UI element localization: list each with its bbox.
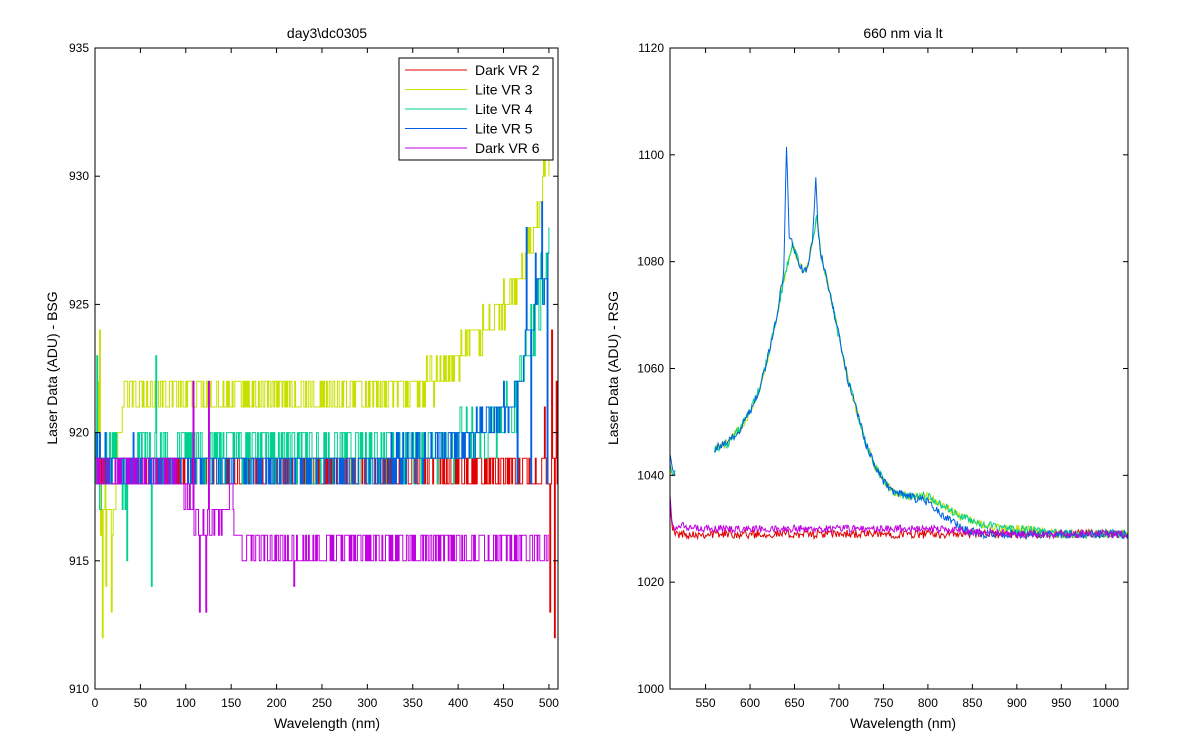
series-group [95, 150, 558, 639]
y-tick-label: 1060 [637, 362, 664, 376]
legend-label: Lite VR 5 [475, 121, 533, 137]
plot-area [669, 47, 1129, 690]
x-tick-label: 200 [267, 696, 287, 710]
y-tick-label: 1120 [638, 41, 664, 55]
x-tick-label: 450 [494, 696, 514, 710]
x-tick-label: 550 [696, 696, 716, 710]
y-tick-label: 915 [69, 554, 89, 568]
y-tick-label: 930 [69, 169, 89, 183]
x-tick-label: 150 [221, 696, 241, 710]
legend-label: Lite VR 3 [475, 82, 533, 98]
series-line-lite-vr-3 [95, 150, 550, 639]
y-tick-label: 1000 [637, 682, 664, 696]
chart-left-ylabel: Laser Data (ADU) - BSG [44, 291, 60, 444]
axes-box [94, 47, 559, 690]
x-tick-label: 350 [403, 696, 423, 710]
legend: Dark VR 2 Lite VR 3 Lite VR 4 Lite VR 5 Dark… [398, 57, 554, 161]
x-axis: 550 600 650 700 750 800 850 900 950 1000 [696, 48, 1119, 710]
x-axis: 0 50 100 150 200 250 300 350 400 450 500 [92, 48, 559, 710]
series-line-series-3 [714, 215, 1128, 540]
chart-right-ylabel: Laser Data (ADU) - RSG [605, 291, 621, 445]
y-axis: 910 915 920 925 930 935 [69, 41, 558, 696]
x-tick-label: 600 [740, 696, 760, 710]
x-tick-label: 250 [312, 696, 332, 710]
chart-left-title: day3\dc0305 [287, 25, 367, 41]
x-tick-label: 650 [784, 696, 804, 710]
y-tick-label: 920 [69, 426, 89, 440]
series-line-dark-vr-6 [95, 380, 549, 613]
chart-right: 660 nm via lt Wavelength (nm) Laser Data… [605, 25, 1129, 731]
legend-label: Lite VR 4 [475, 101, 533, 117]
x-tick-label: 300 [357, 696, 377, 710]
x-tick-label: 500 [539, 696, 559, 710]
y-tick-label: 910 [69, 682, 89, 696]
x-tick-label: 100 [176, 696, 196, 710]
y-tick-label: 1100 [638, 148, 664, 162]
x-tick-label: 1000 [1092, 696, 1119, 710]
y-axis: 1000 1020 1040 1060 1080 1100 1120 [637, 41, 1128, 696]
chart-right-xlabel: Wavelength (nm) [850, 715, 956, 731]
x-tick-label: 0 [92, 696, 99, 710]
chart-left-xlabel: Wavelength (nm) [274, 715, 380, 731]
x-tick-label: 850 [962, 696, 982, 710]
x-tick-label: 800 [918, 696, 938, 710]
y-tick-label: 925 [69, 297, 89, 311]
axes-box [669, 47, 1129, 690]
y-tick-label: 935 [69, 41, 89, 55]
series-line-series-5 [670, 494, 1128, 540]
chart-left: day3\dc0305 Wavelength (nm) Laser Data (… [44, 25, 559, 731]
legend-label: Dark VR 6 [475, 140, 540, 156]
y-tick-label: 1080 [637, 255, 664, 269]
x-tick-label: 950 [1051, 696, 1071, 710]
legend-label: Dark VR 2 [475, 62, 540, 78]
plot-area [94, 47, 559, 690]
series-group [670, 146, 1128, 541]
x-tick-label: 900 [1007, 696, 1027, 710]
series-line-start-segment [670, 453, 676, 476]
chart-right-title: 660 nm via lt [863, 25, 942, 41]
x-tick-label: 400 [448, 696, 468, 710]
series-line-series-4 [714, 146, 1128, 540]
x-tick-label: 50 [134, 696, 148, 710]
x-tick-label: 750 [873, 696, 893, 710]
x-tick-label: 700 [829, 696, 849, 710]
y-tick-label: 1040 [637, 468, 664, 482]
y-tick-label: 1020 [637, 575, 664, 589]
series-line-series-2 [714, 218, 1128, 540]
